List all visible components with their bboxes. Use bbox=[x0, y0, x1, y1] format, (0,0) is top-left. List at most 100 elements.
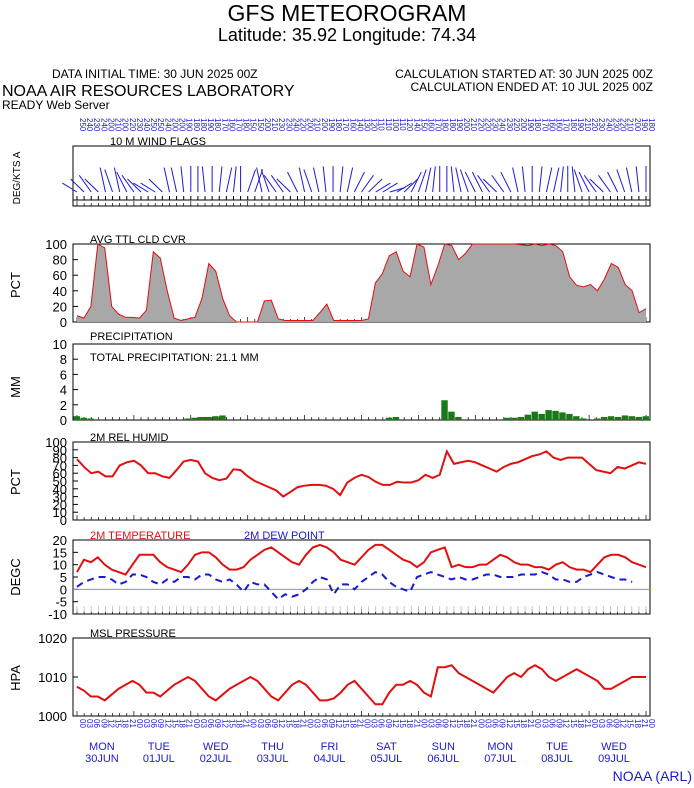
wind-barb bbox=[375, 182, 391, 193]
precip-bar bbox=[635, 416, 643, 420]
y-tick-label: 90 bbox=[53, 443, 67, 458]
wind-dir-label: 200 bbox=[263, 118, 272, 132]
precip-bar bbox=[510, 417, 518, 420]
wind-dir-label: 190 bbox=[455, 118, 464, 132]
wind-title: 10 M WIND FLAGS bbox=[110, 136, 206, 148]
day-date: 08JUL bbox=[541, 753, 573, 765]
calc-started: CALCULATION STARTED AT: 30 JUN 2025 00Z bbox=[395, 67, 653, 81]
precip-bar bbox=[614, 416, 622, 420]
wind-dir-label: 220 bbox=[619, 118, 628, 132]
y-tick-label: 60 bbox=[53, 466, 67, 481]
day-date: 05JUL bbox=[370, 753, 402, 765]
hour-label: 09 bbox=[156, 719, 165, 728]
hour-label: 18 bbox=[348, 719, 357, 728]
wind-dir-label: 180 bbox=[334, 118, 343, 132]
wind-barb bbox=[104, 169, 114, 193]
wind-dir-label: 190 bbox=[206, 118, 215, 132]
temp-ylabel: DEGC bbox=[8, 558, 23, 596]
hour-label: 21 bbox=[185, 719, 194, 728]
wind-dir-label: 160 bbox=[227, 118, 236, 132]
y-tick-label: 1010 bbox=[38, 670, 67, 685]
wind-dir-label: 140 bbox=[412, 118, 421, 132]
wind-dir-label: 160 bbox=[547, 118, 556, 132]
wind-dir-label: 130 bbox=[363, 118, 372, 132]
precip-bar bbox=[517, 416, 525, 420]
wind-dir-label: 200 bbox=[519, 118, 528, 132]
wind-barb bbox=[361, 174, 374, 193]
chart-title: GFS METEOROGRAM bbox=[227, 0, 467, 26]
hour-label: 00 bbox=[590, 719, 599, 728]
day-date: 30JUN bbox=[85, 753, 119, 765]
hour-label: 06 bbox=[263, 719, 272, 728]
y-tick-label: 10 bbox=[53, 505, 67, 520]
hour-label: 03 bbox=[483, 719, 492, 728]
wind-barb bbox=[276, 178, 291, 193]
wind-dir-label: 170 bbox=[234, 118, 243, 132]
wind-barb bbox=[116, 171, 128, 193]
precip-bar bbox=[385, 417, 393, 420]
hour-label: 09 bbox=[555, 719, 564, 728]
precip-bar bbox=[448, 411, 455, 420]
precip-total: TOTAL PRECIPITATION: 21.1 MM bbox=[90, 352, 259, 364]
init-time: DATA INITIAL TIME: 30 JUN 2025 00Z bbox=[52, 67, 258, 81]
wind-barb bbox=[425, 167, 432, 193]
wind-dir-label: 170 bbox=[220, 118, 229, 132]
wind-barb bbox=[70, 178, 85, 193]
wind-dir-label: 170 bbox=[540, 118, 549, 132]
hour-label: 21 bbox=[526, 719, 535, 728]
wind-dir-label: 150 bbox=[256, 118, 265, 132]
wind-barb bbox=[303, 169, 313, 193]
wind-dir-label: 220 bbox=[128, 118, 137, 132]
hour-label: 06 bbox=[92, 719, 101, 728]
precip-bar bbox=[607, 416, 615, 420]
y-tick-label: 10 bbox=[53, 558, 67, 573]
hour-label: 06 bbox=[149, 719, 158, 728]
hour-label: 00 bbox=[647, 719, 656, 728]
wind-barb bbox=[571, 166, 576, 193]
wind-dir-label: 180 bbox=[199, 118, 208, 132]
y-tick-label: 80 bbox=[53, 253, 67, 268]
wind-dir-label: 220 bbox=[512, 118, 521, 132]
wind-dir-label: 210 bbox=[313, 118, 322, 132]
y-tick-label: 20 bbox=[53, 533, 67, 548]
hour-label: 06 bbox=[377, 719, 386, 728]
wind-dir-label: 240 bbox=[291, 118, 300, 132]
wind-barb bbox=[121, 174, 135, 193]
y-tick-label: 6 bbox=[60, 367, 67, 382]
wind-barb bbox=[403, 178, 419, 193]
wind-dir-label: 200 bbox=[106, 118, 115, 132]
day-date: 02JUL bbox=[200, 753, 232, 765]
hour-label: 00 bbox=[476, 719, 485, 728]
wind-dir-label: 180 bbox=[569, 118, 578, 132]
y-tick-label: 10 bbox=[53, 337, 67, 352]
wind-barb bbox=[148, 178, 163, 193]
pressure-title: MSL PRESSURE bbox=[90, 628, 176, 640]
wind-dir-label: 190 bbox=[185, 118, 194, 132]
wind-barb bbox=[201, 166, 206, 193]
precip-bar bbox=[191, 417, 198, 420]
day-date: 01JUL bbox=[143, 753, 175, 765]
wind-barb bbox=[180, 166, 185, 193]
hour-label: 15 bbox=[626, 719, 635, 728]
hour-label: 06 bbox=[604, 719, 613, 728]
wind-barb bbox=[545, 167, 553, 193]
panel-frame bbox=[72, 539, 651, 615]
y-tick-label: 5 bbox=[60, 570, 67, 585]
hour-label: 06 bbox=[547, 719, 556, 728]
hour-label: 15 bbox=[341, 719, 350, 728]
wind-barb bbox=[459, 169, 469, 193]
wind-dir-label: 170 bbox=[434, 118, 443, 132]
day-dow: THU bbox=[261, 741, 284, 753]
hour-label: 00 bbox=[533, 719, 542, 728]
wind-dir-label: 240 bbox=[498, 118, 507, 132]
wind-dir-label: 100 bbox=[391, 118, 400, 132]
wind-barb bbox=[538, 166, 543, 193]
hour-label: 18 bbox=[121, 719, 130, 728]
cloud-ylabel: PCT bbox=[8, 272, 23, 298]
hour-label: 09 bbox=[327, 719, 336, 728]
day-date: 07JUL bbox=[484, 753, 516, 765]
temp-legend: 2M TEMPERATURE bbox=[90, 530, 190, 542]
wind-barb bbox=[339, 166, 344, 193]
day-dow: MON bbox=[89, 741, 115, 753]
